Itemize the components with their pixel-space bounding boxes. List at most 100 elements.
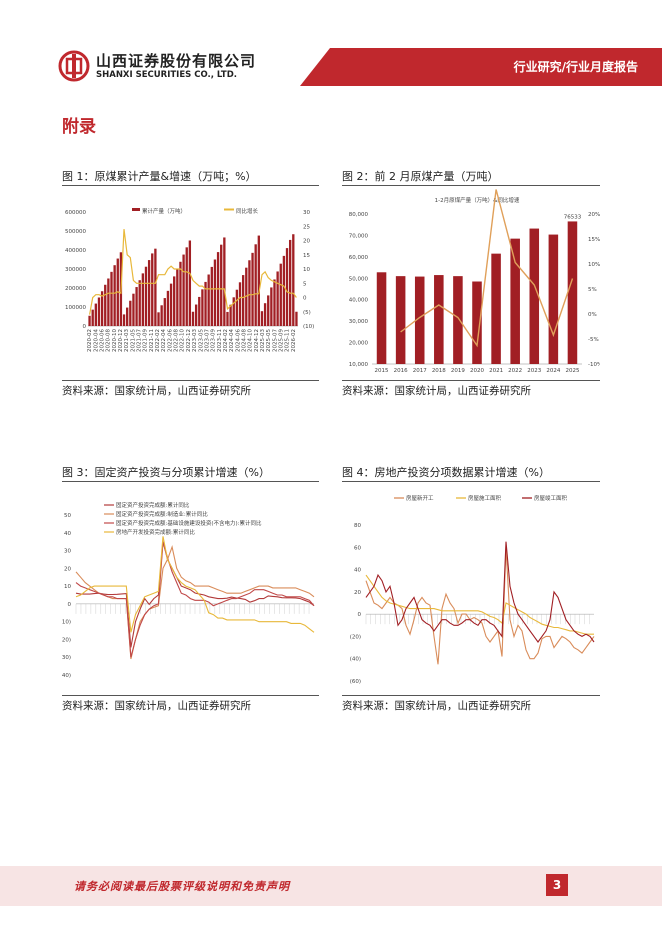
- x-tick-label: 2018: [432, 368, 446, 374]
- x-tick-label: 2026-02: [291, 329, 297, 352]
- figure-2-title: 图 2：前 2 月原煤产量（万吨）: [342, 170, 499, 183]
- legend-label: 房屋施工面积: [468, 494, 502, 502]
- legend-swatch-yoy: [224, 208, 234, 211]
- output-bar: [207, 274, 210, 326]
- footer-disclaimer[interactable]: 请务必阅读最后股票评级说明和免责声明: [74, 880, 290, 893]
- x-tick-label: 2020-10: [112, 329, 118, 352]
- output-bar: [141, 273, 145, 326]
- output-bar: [182, 254, 185, 326]
- output-bar: [144, 266, 148, 326]
- y-tick-label: 20,000: [349, 341, 369, 347]
- output-bar: [129, 300, 132, 326]
- output-bar: [97, 297, 101, 326]
- y2-tick-label: 15: [303, 253, 310, 259]
- output-bar: [257, 235, 260, 326]
- x-tick-label: 2021-05: [130, 329, 136, 352]
- x-tick-label: 2020-12: [118, 329, 124, 352]
- x-tick-label: 2024-04: [229, 329, 235, 352]
- y-tick-label: 30,000: [349, 319, 369, 325]
- chart-coal-cumulative-output: 累计产量（万吨） 同比增长6000005000004000003000002000…: [65, 207, 314, 352]
- output-bar: [185, 247, 188, 326]
- output-bar: [491, 253, 501, 364]
- output-bar: [176, 269, 179, 326]
- output-bar: [273, 279, 276, 326]
- output-bar: [267, 295, 270, 326]
- legend-swatch-output: [132, 208, 140, 211]
- y2-tick-label: 0: [303, 296, 307, 302]
- output-bar: [285, 248, 289, 326]
- output-bar: [213, 259, 217, 326]
- output-bar: [198, 296, 201, 326]
- y-tick-label: (10): [62, 620, 71, 626]
- series-line-0: [365, 547, 595, 665]
- figure-1-top-rule: [62, 185, 319, 186]
- report-type: 行业研究/行业月度报告: [513, 60, 638, 74]
- y-tick-label: 600000: [65, 210, 86, 216]
- x-tick-label: 2020-08: [106, 329, 112, 352]
- y2-tick-label: 10: [303, 267, 310, 273]
- output-bar: [453, 276, 463, 364]
- y2-tick-label: 15%: [588, 237, 600, 243]
- series-line-2: [75, 541, 315, 658]
- legend-output-label: 累计产量（万吨）: [142, 207, 186, 215]
- output-bar: [100, 291, 104, 326]
- figure-3-bottom-rule: [62, 695, 319, 696]
- output-bar: [263, 303, 267, 326]
- y2-tick-label: -10%: [588, 362, 600, 368]
- output-bar: [154, 248, 157, 326]
- output-bar: [173, 276, 176, 326]
- x-tick-label: 2022: [508, 368, 522, 374]
- header-banner-edge: [300, 48, 330, 86]
- output-bar: [472, 281, 482, 364]
- y-tick-label: 10,000: [349, 362, 369, 368]
- y-tick-label: 20: [354, 590, 361, 596]
- output-bar: [107, 278, 110, 326]
- figure-4-title: 图 4：房地产投资分项数据累计增速（%）: [342, 466, 550, 479]
- company-name-cn: 山西证券股份有限公司: [96, 52, 257, 70]
- output-bar: [376, 272, 387, 364]
- output-bar: [548, 234, 559, 364]
- y-tick-label: 0: [68, 602, 72, 608]
- output-bar: [210, 266, 213, 326]
- output-bar: [223, 237, 226, 326]
- output-bar: [395, 276, 406, 364]
- y-tick-label: 40: [64, 531, 71, 537]
- x-tick-label: 2022-06: [167, 329, 173, 352]
- x-tick-label: 2025-09: [279, 329, 285, 352]
- y-tick-label: (40): [62, 673, 71, 679]
- figure-2-source: 资料来源：国家统计局，山西证券研究所: [342, 385, 531, 397]
- output-bar: [179, 261, 182, 326]
- y-tick-label: 50: [64, 513, 71, 519]
- output-bar: [166, 290, 170, 326]
- section-title: 附录: [62, 117, 96, 137]
- legend-label: 房屋新开工: [406, 494, 434, 502]
- x-tick-label: 2020-02: [87, 329, 93, 352]
- y-tick-label: 10: [64, 584, 71, 590]
- y-tick-label: (20): [350, 634, 361, 640]
- y2-tick-label: 30: [303, 210, 310, 216]
- figure-4-source: 资料来源：国家统计局，山西证券研究所: [342, 700, 531, 712]
- output-bar: [295, 311, 298, 326]
- y2-tick-label: (5): [303, 310, 311, 316]
- x-tick-label: 2016: [394, 368, 408, 374]
- chart-jan-feb-coal-output: 1-2月原煤产量（万吨）&同比增速 80,000 70,000 60,000 50,00…: [349, 189, 600, 374]
- x-tick-label: 2025-03: [260, 329, 266, 352]
- figure-1-title: 图 1：原煤累计产量&增速（万吨；%）: [62, 170, 257, 183]
- output-bar: [567, 221, 578, 364]
- output-bar: [245, 267, 248, 326]
- x-tick-label: 2022-02: [155, 329, 161, 352]
- yoy-line: [89, 229, 297, 315]
- y2-tick-label: (10): [303, 324, 314, 330]
- output-bar: [201, 289, 204, 326]
- output-bar: [147, 260, 151, 326]
- y2-tick-label: 5%: [588, 287, 597, 293]
- x-tick-label: 2020: [470, 368, 484, 374]
- x-tick-label: 2024: [546, 368, 560, 374]
- series-line-1: [75, 545, 315, 660]
- output-bar: [113, 265, 116, 326]
- x-tick-label: 2021-07: [137, 329, 143, 352]
- output-bar: [254, 244, 257, 326]
- y2-tick-label: 20: [303, 239, 310, 245]
- y-tick-label: (40): [350, 657, 361, 663]
- x-tick-label: 2023-03: [192, 329, 198, 352]
